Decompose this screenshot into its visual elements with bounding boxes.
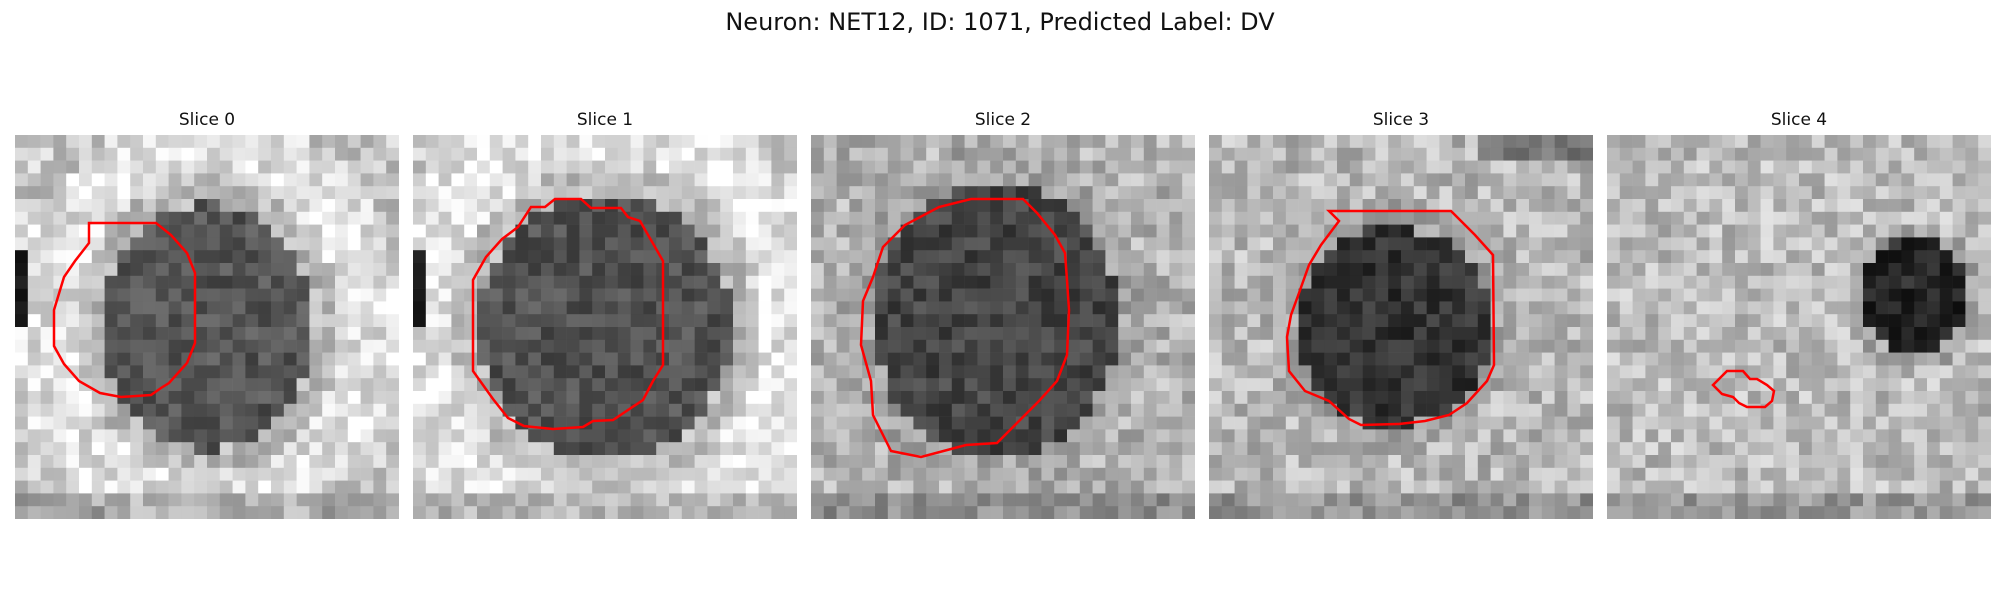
slice-panel-1: Slice 1 [413,108,797,519]
contour-1 [471,197,665,431]
slice-title-0: Slice 0 [178,110,236,130]
pixel-grid-4 [1607,135,1991,519]
pixel-grid-3 [1209,135,1593,519]
pixel-grid-2 [811,135,1195,519]
slice-panel-0: Slice 0 [15,108,399,519]
slice-panel-4: Slice 4 [1607,108,1991,519]
contour-0 [52,221,197,399]
contour-2 [859,197,1071,459]
slice-title-3: Slice 3 [1372,110,1430,130]
pixel-grid-0 [15,135,399,519]
slice-panel-2: Slice 2 [811,108,1195,519]
slice-image-0 [15,135,399,519]
slice-image-3 [1209,135,1593,519]
figure-title: Neuron: NET12, ID: 1071, Predicted Label… [725,8,1275,36]
slice-image-2 [811,135,1195,519]
slice-image-4 [1607,135,1991,519]
pixel-grid-1 [413,135,797,519]
contour-3 [1285,209,1496,427]
slice-panel-3: Slice 3 [1209,108,1593,519]
slice-title-1: Slice 1 [576,110,634,130]
slice-title-2: Slice 2 [974,110,1032,130]
slice-title-4: Slice 4 [1770,110,1828,130]
slice-image-1 [413,135,797,519]
contour-4 [1711,369,1776,409]
